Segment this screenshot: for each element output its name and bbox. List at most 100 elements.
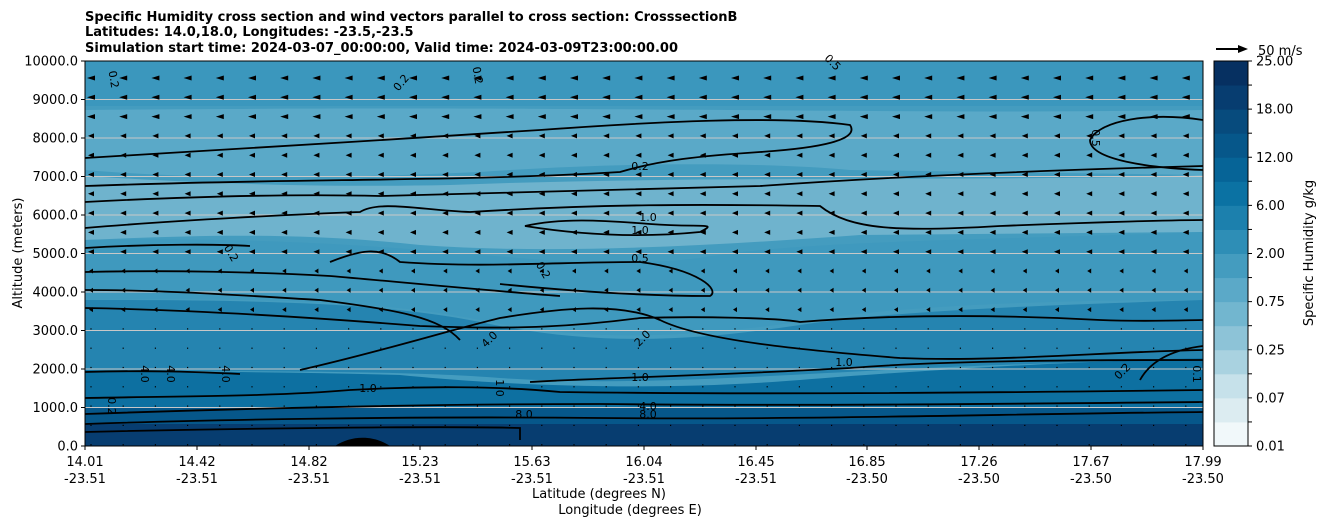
wind-vector <box>154 347 156 349</box>
wind-vector <box>861 287 866 293</box>
wind-vector <box>635 249 642 255</box>
wind-vector <box>571 152 577 158</box>
wind-vector <box>573 405 575 407</box>
wind-vector <box>989 133 996 139</box>
wind-vector <box>1086 210 1093 216</box>
wind-vector <box>666 114 675 120</box>
wind-vector <box>635 229 642 235</box>
wind-vector <box>1185 347 1187 349</box>
wind-vector <box>667 152 674 158</box>
wind-vector <box>345 210 352 216</box>
wind-vector <box>88 249 94 255</box>
wind-vector <box>605 328 607 330</box>
wind-vector <box>90 424 92 426</box>
wind-vector <box>474 249 481 255</box>
wind-vector <box>314 287 319 293</box>
wind-vector <box>699 172 706 177</box>
wind-vector <box>1022 287 1027 293</box>
wind-vector <box>798 424 800 426</box>
wind-vector <box>121 287 126 293</box>
wind-vector <box>312 114 321 120</box>
contour-line <box>84 165 1204 203</box>
wind-vector <box>1056 444 1058 446</box>
wind-vector <box>1056 424 1058 426</box>
wind-vector <box>988 75 997 81</box>
wind-vector <box>860 249 867 255</box>
wind-vector <box>1054 152 1060 158</box>
wind-vector <box>699 152 706 158</box>
contour-label: 1.0 <box>493 379 506 397</box>
wind-vector <box>345 229 352 235</box>
wind-vector <box>410 229 416 235</box>
wind-vector <box>476 424 478 426</box>
x-tick-label-latitude: 17.99 <box>1184 455 1221 470</box>
contour-label: 4.0 <box>639 400 657 413</box>
wind-vector <box>831 424 833 426</box>
x-tick-label-longitude: -23.50 <box>1182 472 1224 487</box>
wind-vector <box>473 75 482 81</box>
wind-vector <box>1086 229 1093 235</box>
wind-vector <box>959 405 961 407</box>
contour-label: 1.0 <box>639 211 657 224</box>
wind-vector <box>348 347 350 349</box>
contour-line <box>84 203 1204 230</box>
wind-vector <box>184 172 191 177</box>
wind-vector <box>959 424 961 426</box>
wind-vector <box>378 287 383 293</box>
wind-vector <box>1185 405 1187 407</box>
wind-vector <box>927 405 929 407</box>
wind-vector <box>90 405 92 407</box>
wind-vector <box>734 405 736 407</box>
wind-vector <box>1022 268 1027 274</box>
wind-vector <box>1182 152 1189 158</box>
wind-vector <box>348 444 350 446</box>
contour-label: 0.5 <box>1089 129 1102 147</box>
wind-vector <box>187 366 189 369</box>
x-axis-label-latitude: Latitude (degrees N) <box>532 487 666 502</box>
wind-vector <box>1185 328 1187 330</box>
colorbar-tick-label: 2.00 <box>1256 247 1285 262</box>
wind-vector <box>541 405 543 407</box>
wind-vector <box>605 444 607 446</box>
wind-vector <box>151 114 160 120</box>
wind-vector <box>216 191 223 197</box>
wind-vector <box>249 210 255 216</box>
wind-vector <box>734 444 736 446</box>
colorbar-segment <box>1214 277 1248 303</box>
wind-vector <box>766 366 768 369</box>
wind-vector <box>795 114 804 120</box>
wind-vector <box>283 424 285 426</box>
chart-title-line-1: Specific Humidity cross section and wind… <box>85 10 737 25</box>
wind-vector <box>348 328 350 330</box>
wind-vector <box>893 249 899 255</box>
wind-vector <box>250 287 254 293</box>
wind-vector <box>506 191 513 197</box>
wind-vector <box>184 133 191 139</box>
wind-vector <box>154 386 156 388</box>
wind-vector <box>894 268 898 274</box>
wind-vector <box>412 424 414 426</box>
wind-vector <box>988 94 997 100</box>
wind-vector <box>509 386 511 388</box>
wind-vector <box>409 114 417 120</box>
wind-vector <box>250 268 254 274</box>
wind-vector <box>989 229 996 235</box>
wind-vector <box>702 328 704 330</box>
wind-vector <box>893 152 899 158</box>
wind-vector <box>796 172 803 177</box>
wind-vector <box>219 347 221 349</box>
wind-vector <box>702 405 704 407</box>
colorbar-tick-label: 0.25 <box>1256 343 1285 358</box>
wind-vector <box>1054 249 1060 255</box>
wind-vector <box>699 249 706 255</box>
wind-vector <box>444 328 446 330</box>
wind-vector <box>1087 287 1092 293</box>
wind-vector <box>698 75 707 81</box>
wind-vector <box>1088 328 1090 330</box>
wind-vector <box>442 191 449 197</box>
contour-lines <box>84 116 1204 440</box>
wind-vector <box>698 114 707 120</box>
wind-vector <box>248 114 256 120</box>
wind-vector <box>184 152 191 158</box>
wind-vector <box>990 287 995 293</box>
